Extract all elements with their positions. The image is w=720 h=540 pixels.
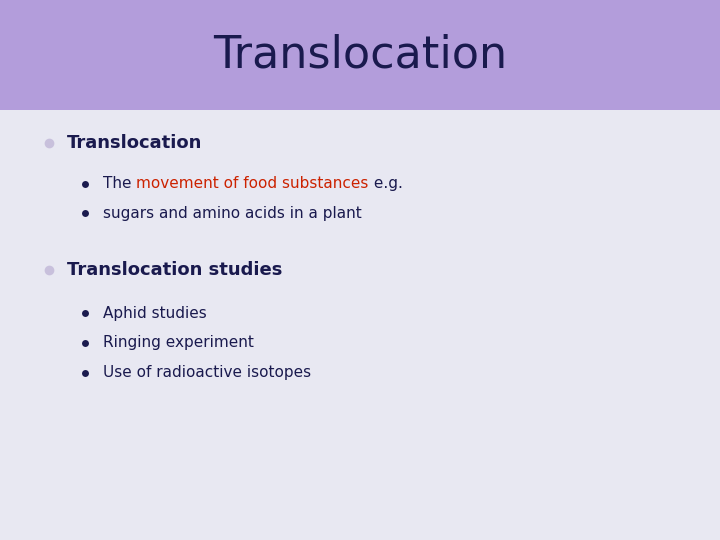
Text: movement of food substances: movement of food substances — [136, 176, 369, 191]
Bar — [0, 0, 720, 110]
Text: Translocation: Translocation — [213, 33, 507, 77]
Text: Ringing experiment: Ringing experiment — [103, 335, 254, 350]
Text: Translocation: Translocation — [67, 134, 202, 152]
Text: Aphid studies: Aphid studies — [103, 306, 207, 321]
Text: The: The — [103, 176, 136, 191]
Text: Translocation studies: Translocation studies — [67, 261, 282, 279]
Text: sugars and amino acids in a plant: sugars and amino acids in a plant — [103, 206, 361, 221]
Text: Use of radioactive isotopes: Use of radioactive isotopes — [103, 365, 311, 380]
Text: e.g.: e.g. — [369, 176, 402, 191]
